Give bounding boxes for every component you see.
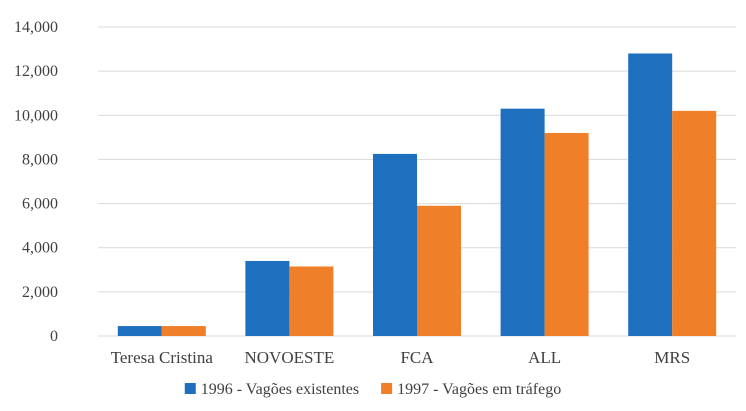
x-category-label: NOVOESTE xyxy=(245,348,335,367)
x-axis-categories: Teresa Cristina NOVOESTE FCA ALL MRS xyxy=(111,348,690,367)
x-category-label: MRS xyxy=(654,348,690,367)
legend: 1996 - Vagões existentes 1997 - Vagões em… xyxy=(184,381,561,398)
legend-swatch xyxy=(381,383,393,394)
bar-1997-fca xyxy=(417,205,461,336)
x-category-label: Teresa Cristina xyxy=(111,348,214,367)
y-tick-label: 14,000 xyxy=(14,19,58,36)
bar-1997-mrs xyxy=(672,110,717,336)
bar-1996-fca xyxy=(373,153,417,336)
bar-1997-all xyxy=(544,132,589,336)
y-tick-label: 10,000 xyxy=(14,107,58,124)
bar-1996-mrs xyxy=(628,53,673,336)
legend-label: 1996 - Vagões existentes xyxy=(201,381,359,398)
y-tick-label: 8,000 xyxy=(22,151,58,168)
y-tick-label: 6,000 xyxy=(22,196,58,213)
y-tick-label: 2,000 xyxy=(22,284,58,301)
legend-label: 1997 - Vagões em tráfego xyxy=(397,381,561,398)
bar-1996-teresa-cristina xyxy=(117,326,162,336)
bar-1997-novoeste xyxy=(289,266,334,336)
bar-1997-teresa-cristina xyxy=(161,326,206,336)
y-axis-ticks: 0 2,000 4,000 6,000 8,000 10,000 12,000 14,000 xyxy=(14,19,58,345)
bar-1996-all xyxy=(500,108,545,337)
x-category-label: FCA xyxy=(400,348,434,367)
y-tick-label: 4,000 xyxy=(22,240,58,257)
x-category-label: ALL xyxy=(528,348,561,367)
bars xyxy=(117,53,717,337)
y-tick-label: 12,000 xyxy=(14,63,58,80)
bar-1996-novoeste xyxy=(245,260,290,336)
legend-swatch xyxy=(184,383,196,394)
y-tick-label: 0 xyxy=(50,328,58,345)
